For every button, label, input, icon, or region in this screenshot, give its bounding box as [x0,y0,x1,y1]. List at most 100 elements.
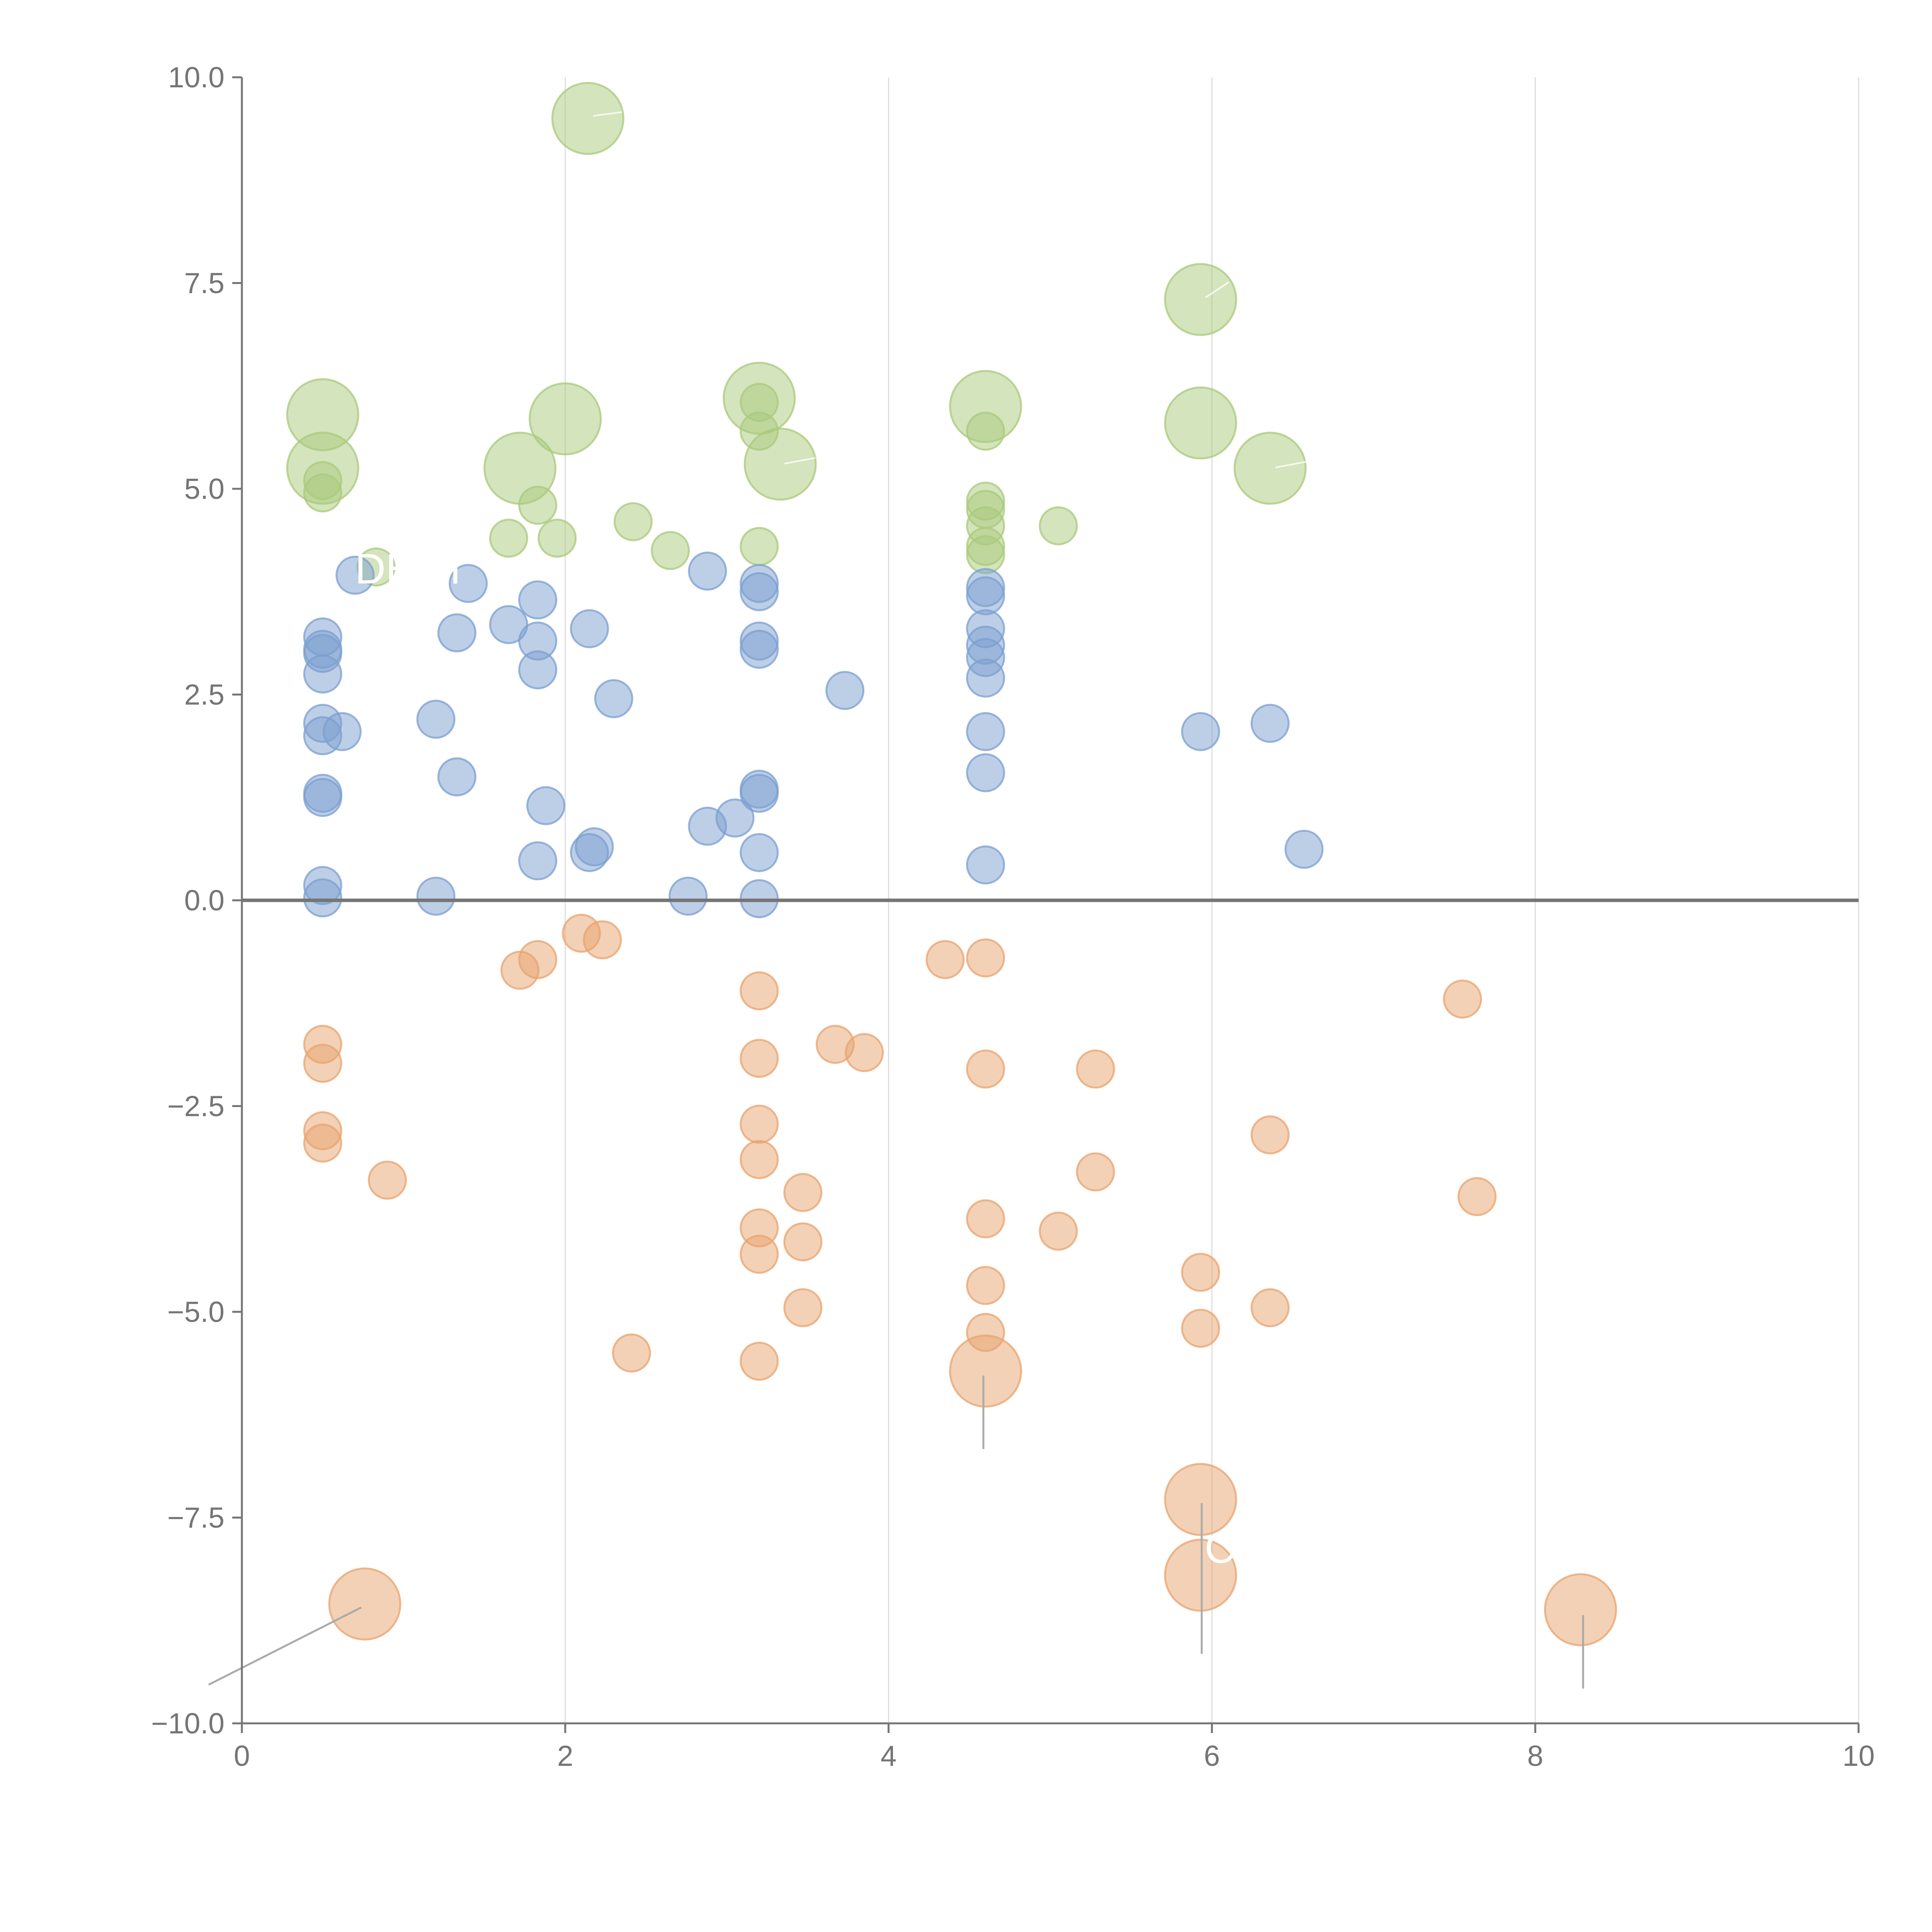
point-middle-48 [303,878,342,918]
point-bottom-13 [966,1049,1005,1089]
point-middle-37 [303,778,342,817]
point-middle-2 [688,551,727,591]
point-bottom-41 [1544,1573,1617,1646]
point-bottom-17 [740,1104,779,1144]
point-middle-46 [966,845,1005,884]
point-top-6 [1164,386,1237,460]
point-middle-33 [966,753,1005,793]
point-middle-29 [966,712,1005,751]
point-top-22 [489,519,528,558]
y-tick-label-6: −5.0 [167,1296,224,1328]
point-middle-49 [416,876,456,916]
point-bottom-12 [740,1039,779,1078]
point-middle-4 [740,572,779,611]
point-bottom-5 [966,938,1005,978]
point-top-10 [1233,432,1307,505]
point-middle-9 [437,613,476,653]
point-middle-6 [966,576,1005,616]
point-middle-45 [518,841,558,881]
point-middle-43 [740,833,779,872]
leader-line-top-b [1205,281,1230,298]
point-top-16 [518,486,558,525]
point-middle-32 [437,757,476,796]
point-top-12 [740,412,779,451]
point-bottom-31 [783,1288,823,1327]
point-middle-7 [518,580,558,620]
point-bottom-29 [1181,1253,1220,1292]
point-middle-23 [825,671,865,710]
x-tick-label-10: 10 [1842,1740,1874,1772]
point-top-0 [551,82,624,155]
annotation-label-dept: DEPT [355,545,468,593]
point-middle-0 [335,556,375,595]
point-bottom-21 [368,1160,407,1200]
point-bottom-38 [1164,1463,1237,1536]
x-tick-label-2: 2 [557,1740,573,1772]
leader-line-top-a [593,111,622,117]
point-bottom-4 [925,940,965,979]
point-middle-44 [1284,830,1324,869]
point-middle-35 [740,774,779,813]
point-top-21 [1039,506,1078,546]
point-bottom-37 [949,1334,1022,1408]
point-top-17 [614,502,653,541]
point-middle-8 [489,605,528,644]
point-bottom-1 [583,920,622,959]
leader-line-top-c [784,457,816,464]
point-bottom-35 [612,1333,651,1372]
y-tick-label-4: 0.0 [184,884,224,917]
point-bottom-33 [1181,1309,1220,1348]
point-top-3 [529,382,602,456]
leader-line-bottom-left [208,1606,362,1686]
point-middle-20 [518,650,558,690]
x-tick-label-0: 0 [234,1740,250,1772]
point-middle-17 [740,629,779,669]
point-middle-30 [1181,712,1220,751]
point-middle-22 [966,658,1005,698]
axes: 0 2 4 6 8 10 10.0 7.5 5.0 2.5 0.0 −2.5 −5.0 −7.5 −10.0 [151,61,1875,1772]
point-bottom-7 [1443,980,1482,1019]
point-bottom-30 [966,1266,1005,1305]
point-bottom-23 [1458,1177,1497,1216]
point-middle-50 [668,876,708,916]
y-tick-label-7: −7.5 [167,1502,224,1534]
annotation-label-c: C [1205,1525,1235,1572]
point-top-13 [966,412,1005,451]
point-bottom-22 [783,1173,823,1212]
annotation-leaders [208,111,1584,1689]
point-top-1 [1164,263,1237,336]
point-bottom-18 [1250,1115,1290,1155]
y-tick-label-2: 5.0 [184,473,224,505]
point-middle-38 [526,786,566,825]
point-middle-1 [449,564,488,603]
point-bottom-6 [740,971,779,1010]
point-bottom-9 [845,1033,884,1072]
point-bottom-3 [500,951,540,990]
point-top-24 [651,531,690,570]
point-middle-40 [688,806,727,846]
annotation-labels: DEPT C [355,545,1235,1572]
point-bottom-19 [740,1140,779,1179]
point-bottom-26 [1039,1211,1078,1251]
data-points [286,82,1617,1646]
point-top-27 [966,535,1005,574]
point-middle-25 [416,699,456,739]
point-bottom-16 [303,1123,342,1163]
point-bottom-14 [1076,1049,1115,1089]
point-top-25 [740,527,779,566]
point-bottom-11 [303,1044,342,1083]
point-middle-24 [594,679,633,718]
y-tick-label-1: 7.5 [184,267,224,299]
point-bottom-39 [1164,1539,1237,1612]
leader-line-top-d [1275,461,1306,468]
point-middle-10 [570,609,609,648]
y-tick-label-5: −2.5 [167,1090,224,1122]
point-top-23 [537,519,577,558]
point-top-15 [303,473,342,513]
point-bottom-28 [740,1235,779,1274]
x-tick-label-8: 8 [1527,1740,1543,1772]
x-tick-label-6: 6 [1204,1740,1220,1772]
point-bottom-36 [740,1342,779,1381]
point-middle-31 [1250,704,1290,743]
